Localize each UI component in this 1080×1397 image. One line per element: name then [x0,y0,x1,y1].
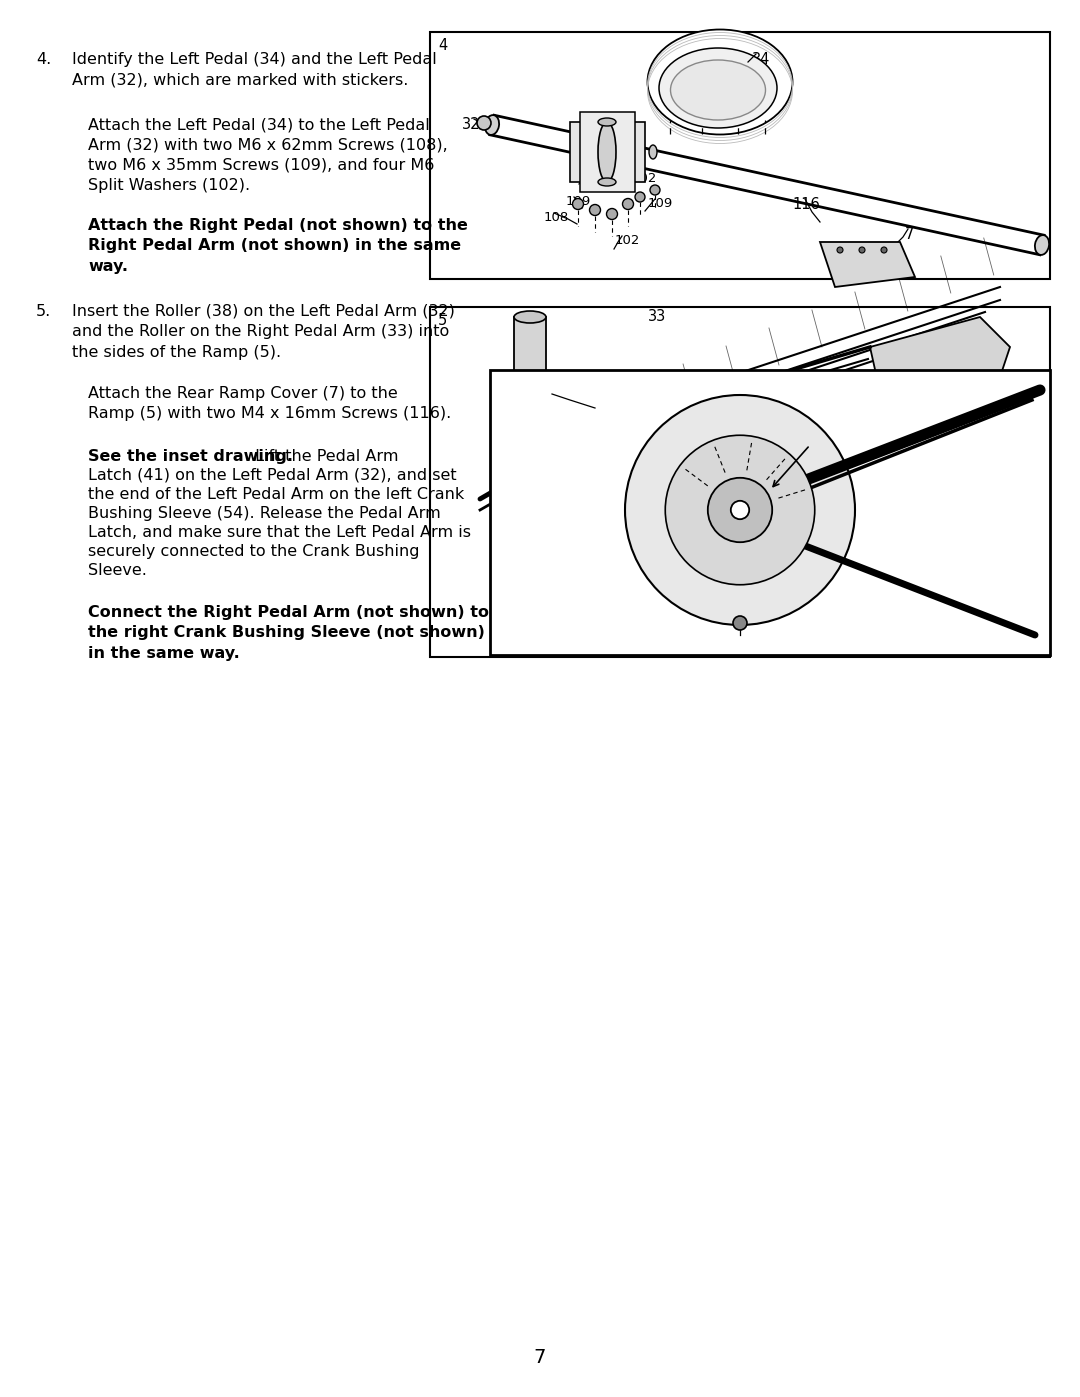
Text: 5: 5 [438,313,447,328]
Text: 109: 109 [566,196,591,208]
Text: Attach the Rear Ramp Cover (7) to the
Ramp (5) with two M4 x 16mm Screws (116).: Attach the Rear Ramp Cover (7) to the Ra… [87,386,451,422]
Text: 4.: 4. [36,52,51,67]
Ellipse shape [500,427,561,447]
Text: 102: 102 [615,235,640,247]
Text: 41: 41 [797,430,815,446]
Text: 38: 38 [708,422,727,437]
Text: 109: 109 [648,197,673,210]
Text: 54: 54 [725,637,743,652]
Bar [430,307,1050,657]
Bar [580,112,635,191]
Text: Bushing Sleeve (54). Release the Pedal Arm: Bushing Sleeve (54). Release the Pedal A… [87,506,441,521]
Ellipse shape [1035,235,1049,254]
Circle shape [590,204,600,215]
Ellipse shape [649,145,657,159]
Ellipse shape [656,432,704,453]
Ellipse shape [514,312,546,323]
Text: 7: 7 [534,1348,546,1368]
Text: 33: 33 [648,309,666,324]
Ellipse shape [915,367,1005,548]
Text: securely connected to the Crank Bushing: securely connected to the Crank Bushing [87,543,419,559]
Ellipse shape [598,177,616,186]
Circle shape [635,191,645,203]
Bar [500,434,561,457]
Text: the end of the Left Pedal Arm on the left Crank: the end of the Left Pedal Arm on the lef… [87,488,464,502]
Bar [514,317,546,437]
Text: See the inset drawing.: See the inset drawing. [87,448,293,464]
Ellipse shape [930,387,990,527]
Text: Attach the Left Pedal (34) to the Left Pedal
Arm (32) with two M6 x 62mm Screws : Attach the Left Pedal (34) to the Left P… [87,117,448,193]
Text: 5.: 5. [36,305,51,319]
Polygon shape [820,242,915,286]
Bar [430,32,1050,279]
Text: Latch (41) on the Left Pedal Arm (32), and set: Latch (41) on the Left Pedal Arm (32), a… [87,468,457,483]
Text: 5: 5 [600,465,609,481]
Text: 32: 32 [528,495,546,509]
Text: Identify the Left Pedal (34) and the Left Pedal
Arm (32), which are marked with : Identify the Left Pedal (34) and the Lef… [72,52,436,88]
Circle shape [707,478,772,542]
Circle shape [859,247,865,253]
Text: 102: 102 [632,172,658,184]
Circle shape [625,395,855,624]
Circle shape [837,247,843,253]
Text: 32: 32 [462,117,481,131]
Circle shape [607,208,618,219]
Circle shape [650,184,660,196]
Polygon shape [870,317,1010,393]
Ellipse shape [671,60,766,120]
Text: Latch, and make sure that the Left Pedal Arm is: Latch, and make sure that the Left Pedal… [87,525,471,541]
Text: 34: 34 [752,52,770,67]
Text: 32: 32 [540,393,558,407]
Circle shape [622,198,634,210]
Ellipse shape [485,115,499,136]
Circle shape [881,247,887,253]
Bar [490,370,1050,655]
Text: 102: 102 [590,168,616,180]
Ellipse shape [514,432,546,443]
Text: Lift the Pedal Arm: Lift the Pedal Arm [249,448,399,464]
Ellipse shape [598,117,616,126]
Text: 108: 108 [544,211,569,224]
Circle shape [572,198,583,210]
Text: Sleeve.: Sleeve. [87,563,147,578]
Ellipse shape [659,47,777,129]
Ellipse shape [500,448,561,467]
Text: 116: 116 [792,197,820,212]
Circle shape [731,500,750,520]
Text: Insert the Roller (38) on the Left Pedal Arm (32)
and the Roller on the Right Pe: Insert the Roller (38) on the Left Pedal… [72,305,455,360]
Circle shape [665,436,814,585]
Ellipse shape [648,29,793,134]
Text: Attach the Right Pedal (not shown) to the
Right Pedal Arm (not shown) in the sam: Attach the Right Pedal (not shown) to th… [87,218,468,274]
Ellipse shape [598,122,616,182]
Text: 4: 4 [438,38,447,53]
Circle shape [733,616,747,630]
Ellipse shape [477,116,491,130]
Text: 7: 7 [905,226,915,242]
Polygon shape [570,122,645,182]
Text: Connect the Right Pedal Arm (not shown) to
the right Crank Bushing Sleeve (not s: Connect the Right Pedal Arm (not shown) … [87,605,489,661]
